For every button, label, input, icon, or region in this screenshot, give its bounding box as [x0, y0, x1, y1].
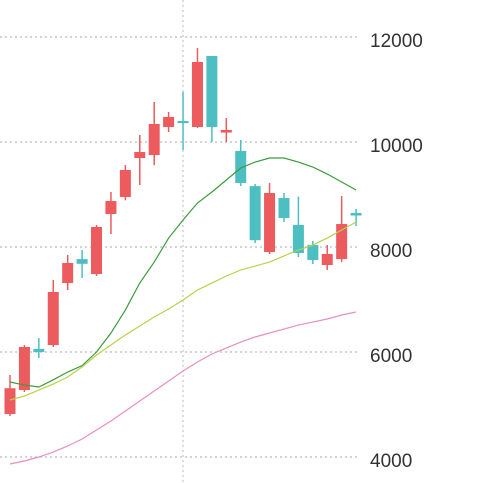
candle-body — [220, 129, 232, 133]
candle-body — [76, 259, 88, 264]
candle-body — [47, 292, 59, 346]
candle-body — [206, 55, 218, 127]
moving-average — [9, 157, 357, 388]
candle-body — [307, 245, 319, 261]
candle-body — [191, 62, 203, 127]
candle-body — [163, 117, 175, 127]
y-tick-label: 4000 — [370, 451, 412, 472]
candle-body — [18, 347, 30, 391]
candle-body — [33, 348, 45, 353]
y-tick-label: 6000 — [370, 346, 412, 367]
candle-body — [350, 212, 362, 216]
candle-body — [278, 198, 290, 219]
moving-average — [9, 311, 357, 465]
candle-body — [62, 263, 74, 284]
candle-body — [148, 124, 160, 156]
y-tick-label: 10000 — [370, 136, 423, 157]
candle-body — [321, 253, 333, 266]
candle-body — [105, 201, 117, 214]
candle-body — [292, 224, 304, 253]
candle-body — [4, 388, 16, 414]
candle-body — [336, 224, 348, 260]
candle-body — [91, 227, 103, 274]
candle-body — [249, 186, 261, 241]
moving-average — [9, 221, 357, 401]
candle-body — [235, 150, 247, 183]
candle-body — [134, 151, 146, 159]
candle-body — [177, 121, 189, 124]
y-tick-label: 8000 — [370, 241, 412, 262]
candle-body — [119, 169, 131, 198]
y-tick-label: 12000 — [370, 31, 423, 52]
candle-body — [264, 192, 276, 252]
